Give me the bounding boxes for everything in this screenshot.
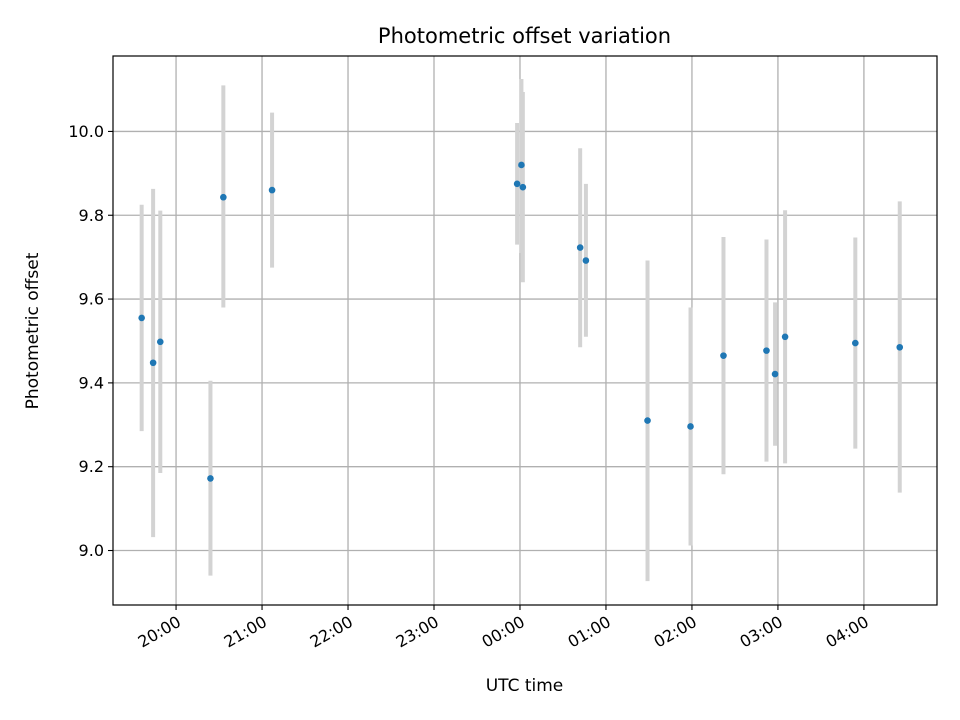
data-point <box>268 186 276 194</box>
data-point <box>644 417 651 424</box>
y-axis-label: Photometric offset <box>23 252 43 409</box>
data-point <box>687 423 694 430</box>
y-tick-label: 10.0 <box>68 122 104 141</box>
data-point <box>720 352 727 359</box>
x-tick-label: 21:00 <box>221 612 270 652</box>
chart-title: Photometric offset variation <box>378 24 671 48</box>
data-point <box>207 475 214 482</box>
x-axis: 20:00 21:00 22:00 23:00 00:00 01:00 02:00 03:00… <box>135 605 872 652</box>
errorbars <box>139 79 902 582</box>
y-tick-label: 9.6 <box>79 290 104 309</box>
data-points <box>138 161 904 482</box>
data-point <box>781 333 789 341</box>
data-point <box>518 161 525 169</box>
x-tick-label: 20:00 <box>135 612 184 652</box>
y-tick-label: 9.4 <box>79 373 104 392</box>
y-axis: 9.0 9.2 9.4 9.6 9.8 10.0 <box>68 122 113 560</box>
x-tick-label: 02:00 <box>651 612 700 652</box>
data-point <box>513 180 521 188</box>
data-point <box>582 257 590 264</box>
x-tick-label: 03:00 <box>737 612 786 652</box>
data-point <box>771 370 779 378</box>
data-point <box>852 339 859 347</box>
data-point <box>519 183 527 191</box>
data-point <box>896 343 904 351</box>
data-point <box>576 244 584 251</box>
data-point <box>763 347 770 354</box>
y-tick-label: 9.8 <box>79 206 104 225</box>
data-point <box>220 193 227 201</box>
x-tick-label: 01:00 <box>565 612 614 652</box>
x-tick-label: 23:00 <box>393 612 442 652</box>
data-point <box>149 359 157 367</box>
x-tick-label: 04:00 <box>822 612 871 652</box>
data-point <box>138 314 145 322</box>
grid <box>113 56 937 605</box>
y-tick-label: 9.0 <box>79 541 104 560</box>
x-tick-label: 00:00 <box>479 612 528 652</box>
y-tick-label: 9.2 <box>79 457 104 476</box>
x-axis-label: UTC time <box>486 676 564 696</box>
x-tick-label: 22:00 <box>307 612 356 652</box>
data-point <box>156 338 164 346</box>
plot-frame <box>112 55 938 606</box>
